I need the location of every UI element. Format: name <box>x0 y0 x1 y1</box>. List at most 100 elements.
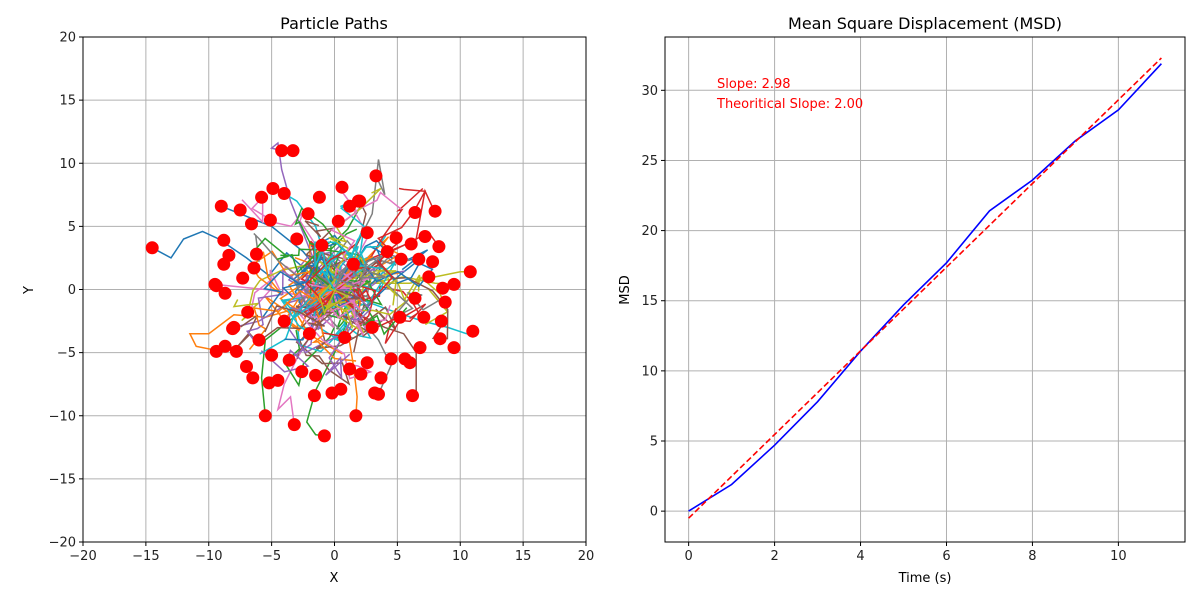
endpoint-marker <box>286 144 300 158</box>
endpoint-marker <box>360 356 374 370</box>
particle-path <box>318 278 354 329</box>
endpoint-marker <box>307 389 321 403</box>
endpoint-marker <box>436 281 450 295</box>
endpoint-marker <box>406 389 419 403</box>
chart-particle-paths: Particle Paths −20 −15 −10 −5 0 5 10 15 20 −20 −1… <box>22 14 594 586</box>
particle-path <box>314 229 364 290</box>
y-tick-label: −15 <box>49 472 76 487</box>
endpoint-marker <box>262 376 276 390</box>
x-tick-label: 0 <box>330 549 338 564</box>
theoretical-slope-annotation: Theoritical Slope: 2.00 <box>716 97 863 112</box>
msd-lines <box>688 57 1162 519</box>
particle-path <box>269 141 336 290</box>
endpoint-marker <box>412 252 426 266</box>
y-tick-label: −10 <box>49 409 76 424</box>
endpoint-marker <box>394 252 408 266</box>
endpoint-marker <box>354 367 368 381</box>
endpoint-marker <box>241 305 255 319</box>
endpoint-marker <box>282 353 296 367</box>
endpoint-marker <box>315 238 329 252</box>
endpoint-marker <box>334 382 348 396</box>
endpoint-marker <box>312 190 326 204</box>
plot-frame-msd <box>664 36 1186 543</box>
endpoint-marker <box>447 277 461 291</box>
endpoint-marker <box>418 230 432 243</box>
endpoint-marker <box>246 371 260 385</box>
endpoint-marker <box>233 203 247 217</box>
endpoint-marker <box>422 270 436 284</box>
endpoint-marker <box>365 320 379 334</box>
endpoint-marker <box>393 310 407 324</box>
particle-path <box>264 288 361 333</box>
particle-path <box>334 187 427 291</box>
endpoint-marker <box>413 341 427 355</box>
endpoint-marker <box>384 352 398 366</box>
chart-msd: Mean Square Displacement (MSD) 0 2 4 6 8 10 0… <box>618 14 1186 586</box>
y-tick-label: −20 <box>49 536 76 551</box>
endpoint-marker <box>277 187 291 200</box>
endpoint-marker <box>346 257 360 271</box>
fit-line <box>688 57 1162 519</box>
y-tick-label: −5 <box>57 346 76 361</box>
y-tick-label: 0 <box>650 505 658 520</box>
endpoint-marker <box>417 310 431 324</box>
endpoint-marker <box>338 331 352 344</box>
particle-path <box>334 288 397 353</box>
endpoint-marker <box>250 247 263 261</box>
endpoint-marker <box>218 339 232 353</box>
chart-title-paths: Particle Paths <box>280 14 388 33</box>
y-tick-label: 20 <box>641 224 658 239</box>
endpoint-marker <box>433 332 447 346</box>
endpoint-marker <box>343 199 357 213</box>
y-ticks-paths: −20 −15 −10 −5 0 5 10 15 20 <box>49 31 83 551</box>
endpoint-marker <box>217 233 231 247</box>
particle-path <box>303 241 359 318</box>
endpoint-marker <box>263 213 277 227</box>
endpoint-marker <box>374 371 388 385</box>
endpoint-marker <box>335 180 349 194</box>
endpoint-marker <box>301 207 315 221</box>
y-tick-label: 15 <box>641 294 658 309</box>
y-tick-label: 10 <box>641 364 658 379</box>
endpoint-marker <box>368 386 382 400</box>
endpoint-marker <box>209 279 223 293</box>
x-tick-label: −20 <box>69 549 96 564</box>
y-ticks-msd: 0 5 10 15 20 25 30 <box>641 84 665 520</box>
particle-path <box>253 232 335 292</box>
y-tick-label: 0 <box>68 283 76 298</box>
endpoint-marker <box>466 324 480 338</box>
y-axis-label-paths: Y <box>22 286 37 295</box>
endpoint-marker <box>432 240 446 254</box>
endpoint-marker <box>287 418 301 432</box>
endpoint-marker <box>295 365 309 379</box>
y-tick-label: 5 <box>68 220 76 235</box>
y-tick-label: 30 <box>641 84 658 99</box>
x-tick-label: 0 <box>684 549 692 564</box>
endpoint-marker <box>463 265 477 279</box>
endpoint-markers <box>145 144 480 443</box>
endpoint-marker <box>214 199 228 213</box>
x-tick-label: 8 <box>1028 549 1036 564</box>
particle-path <box>276 289 336 425</box>
endpoint-marker <box>403 356 417 370</box>
endpoint-marker <box>247 261 261 275</box>
endpoint-marker <box>447 341 461 355</box>
endpoint-marker <box>252 333 266 347</box>
y-tick-label: 10 <box>59 157 76 172</box>
endpoint-marker <box>302 327 316 341</box>
endpoint-marker <box>217 257 231 271</box>
endpoint-marker <box>245 217 258 231</box>
endpoint-marker <box>236 271 250 285</box>
x-tick-label: 6 <box>942 549 950 564</box>
x-ticks-paths: −20 −15 −10 −5 0 5 10 15 20 <box>69 542 594 564</box>
particle-path <box>241 195 343 290</box>
endpoint-marker <box>255 190 269 204</box>
endpoint-marker <box>277 314 291 328</box>
particle-path <box>248 286 336 350</box>
x-tick-label: 20 <box>578 549 595 564</box>
x-tick-label: 4 <box>856 549 864 564</box>
particle-path <box>298 289 373 380</box>
endpoint-marker <box>434 314 448 328</box>
endpoint-marker <box>360 226 374 240</box>
